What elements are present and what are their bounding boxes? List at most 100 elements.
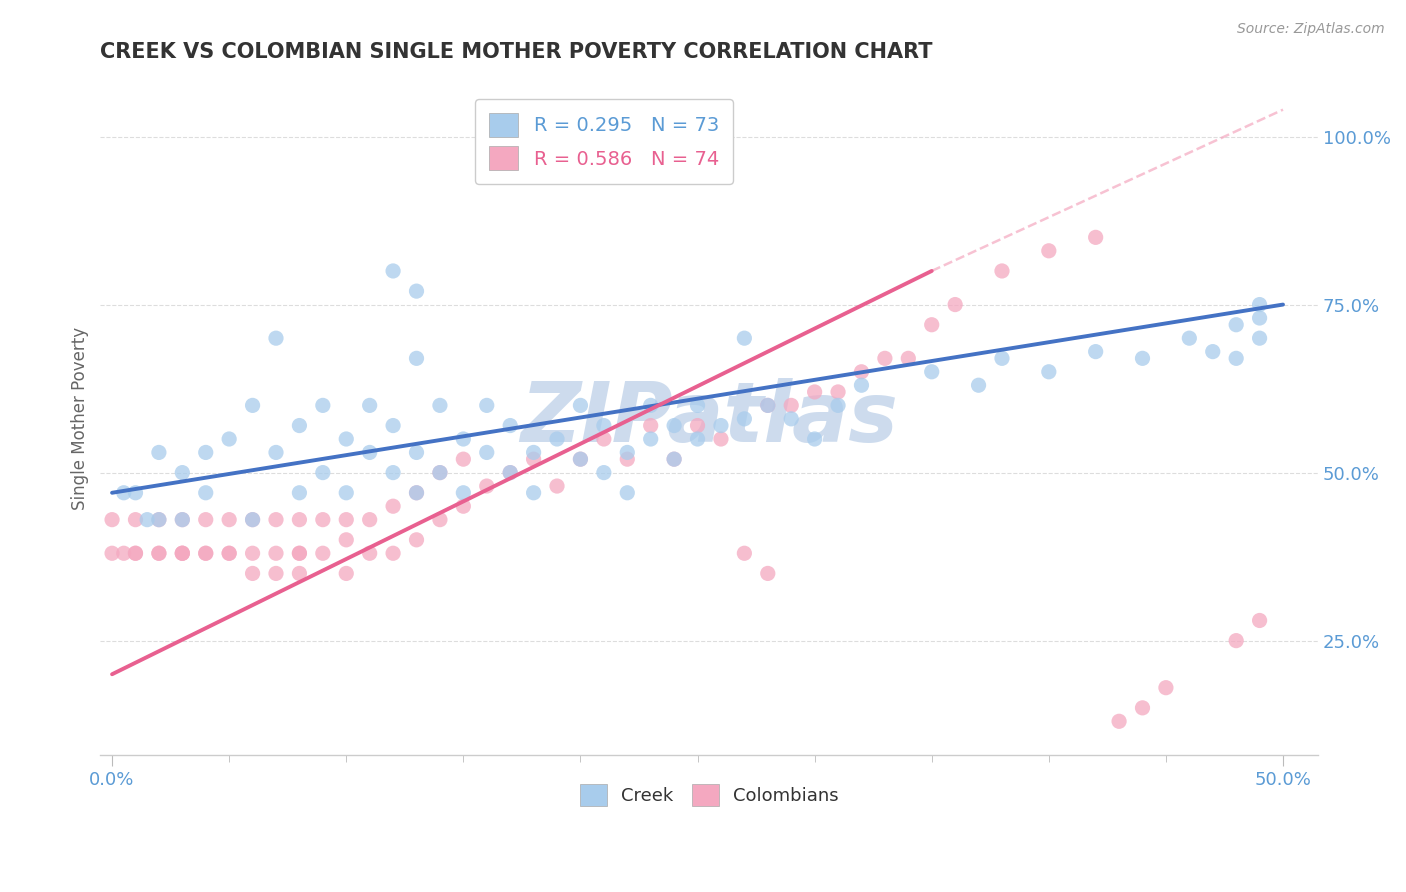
Point <box>897 351 920 366</box>
Point <box>710 418 733 433</box>
Point <box>453 432 475 446</box>
Point <box>382 546 405 560</box>
Point <box>288 546 311 560</box>
Point <box>172 546 194 560</box>
Point <box>429 513 451 527</box>
Point <box>592 418 614 433</box>
Point <box>1249 311 1271 326</box>
Point <box>569 398 592 412</box>
Point <box>124 513 146 527</box>
Point <box>172 546 194 560</box>
Point <box>733 412 755 426</box>
Point <box>335 432 357 446</box>
Point <box>523 452 546 467</box>
Point <box>194 546 217 560</box>
Point <box>453 452 475 467</box>
Point <box>101 546 124 560</box>
Point <box>288 513 311 527</box>
Point <box>148 546 170 560</box>
Point <box>851 365 873 379</box>
Point <box>288 418 311 433</box>
Point <box>1225 318 1247 332</box>
Point <box>616 452 638 467</box>
Point <box>1154 681 1177 695</box>
Point <box>523 485 546 500</box>
Point <box>1249 614 1271 628</box>
Point <box>312 398 335 412</box>
Point <box>312 513 335 527</box>
Point <box>1084 344 1107 359</box>
Point <box>172 466 194 480</box>
Point <box>780 412 803 426</box>
Point <box>242 546 264 560</box>
Point <box>662 418 685 433</box>
Text: ZIPatlas: ZIPatlas <box>520 378 898 459</box>
Point <box>640 418 662 433</box>
Point <box>194 546 217 560</box>
Point <box>172 546 194 560</box>
Point <box>710 432 733 446</box>
Point <box>475 479 498 493</box>
Point <box>429 466 451 480</box>
Point <box>264 566 287 581</box>
Point <box>136 513 159 527</box>
Point <box>475 398 498 412</box>
Point <box>101 513 124 527</box>
Point <box>264 513 287 527</box>
Point <box>124 485 146 500</box>
Point <box>172 513 194 527</box>
Point <box>1178 331 1201 345</box>
Point <box>312 546 335 560</box>
Legend: Creek, Colombians: Creek, Colombians <box>572 777 846 814</box>
Point <box>827 384 849 399</box>
Point <box>943 297 966 311</box>
Point <box>827 398 849 412</box>
Point <box>662 452 685 467</box>
Point <box>359 398 381 412</box>
Point <box>405 445 427 459</box>
Point <box>288 485 311 500</box>
Point <box>569 452 592 467</box>
Point <box>592 466 614 480</box>
Point <box>756 398 779 412</box>
Point <box>662 452 685 467</box>
Point <box>429 398 451 412</box>
Y-axis label: Single Mother Poverty: Single Mother Poverty <box>72 327 89 510</box>
Point <box>733 331 755 345</box>
Point <box>264 331 287 345</box>
Point <box>242 513 264 527</box>
Point <box>112 485 135 500</box>
Point <box>640 432 662 446</box>
Point <box>803 384 825 399</box>
Point <box>499 418 522 433</box>
Point <box>569 452 592 467</box>
Point <box>991 351 1014 366</box>
Point <box>148 513 170 527</box>
Point <box>991 264 1014 278</box>
Point <box>148 513 170 527</box>
Point <box>1249 331 1271 345</box>
Point <box>382 418 405 433</box>
Point <box>803 432 825 446</box>
Point <box>382 466 405 480</box>
Point <box>640 398 662 412</box>
Point <box>1084 230 1107 244</box>
Point <box>124 546 146 560</box>
Point <box>756 566 779 581</box>
Point <box>756 398 779 412</box>
Text: Source: ZipAtlas.com: Source: ZipAtlas.com <box>1237 22 1385 37</box>
Point <box>172 513 194 527</box>
Point <box>264 546 287 560</box>
Point <box>264 445 287 459</box>
Point <box>382 500 405 514</box>
Point <box>288 546 311 560</box>
Point <box>242 513 264 527</box>
Point <box>1038 244 1060 258</box>
Point <box>405 351 427 366</box>
Point <box>1038 365 1060 379</box>
Point <box>1108 714 1130 729</box>
Point <box>218 546 240 560</box>
Point <box>1225 351 1247 366</box>
Point <box>359 513 381 527</box>
Point <box>242 398 264 412</box>
